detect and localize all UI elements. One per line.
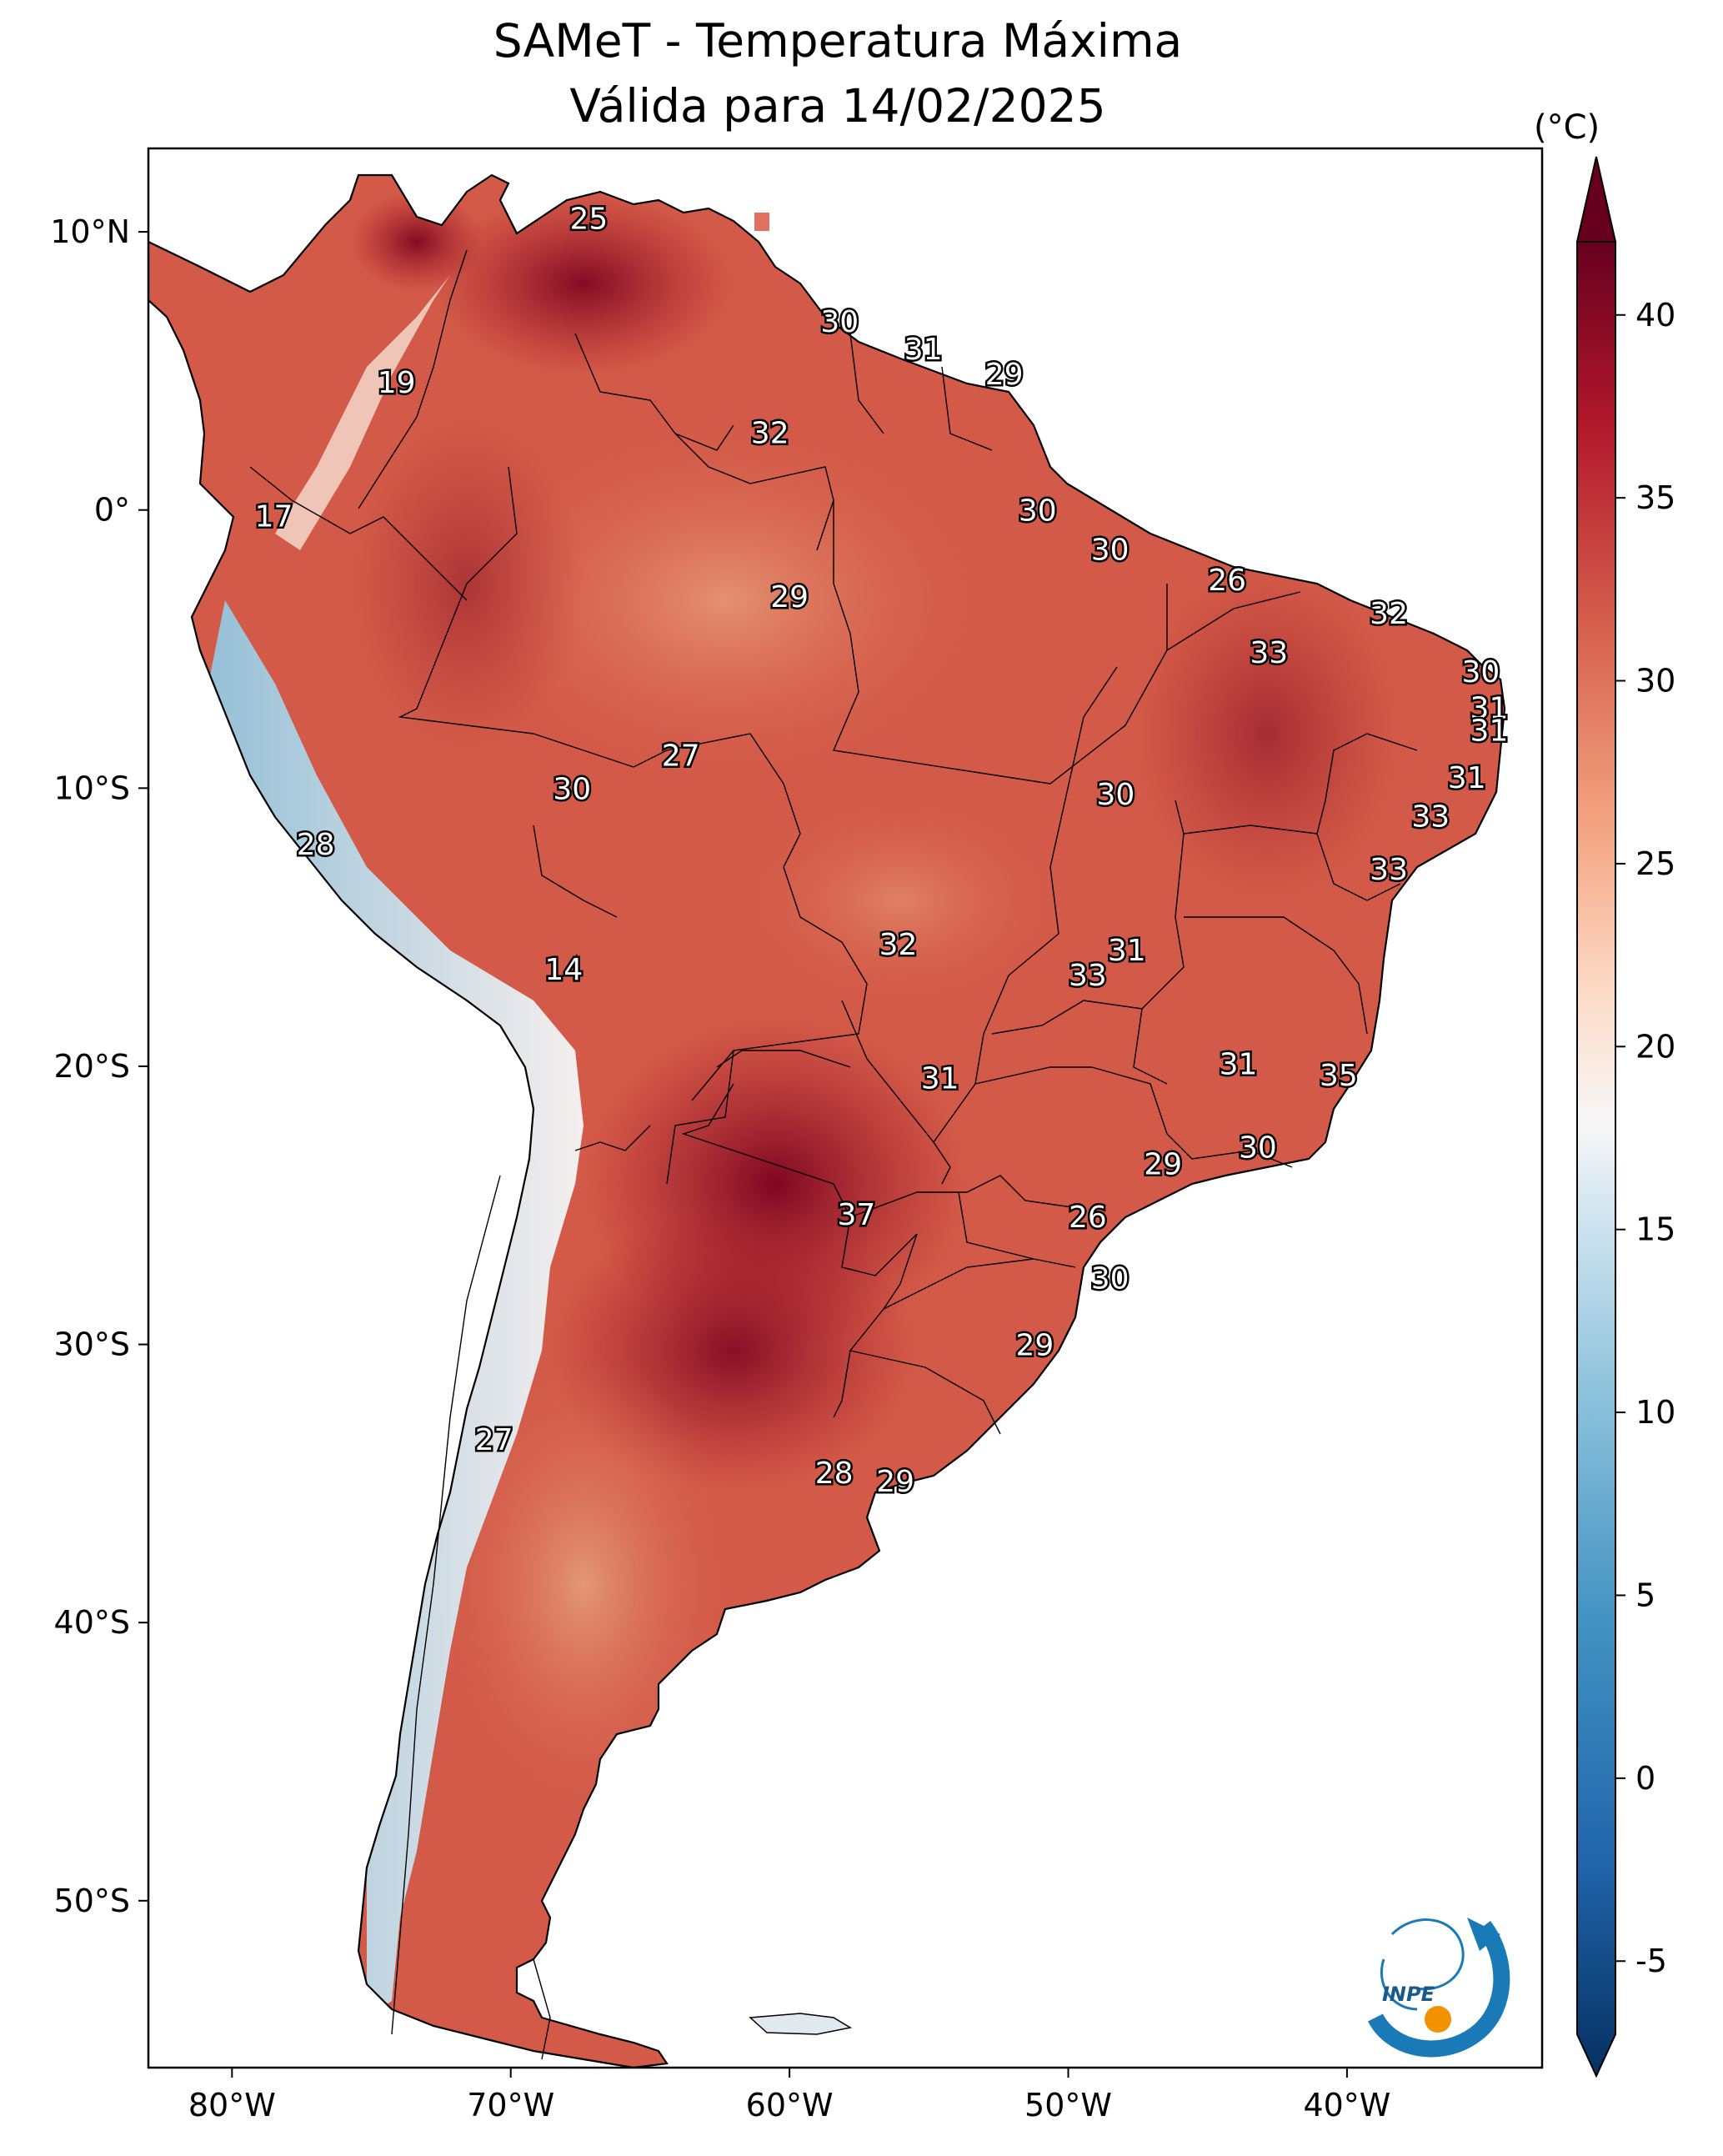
temperature-label: 14 [544,953,583,987]
temperature-label: 28 [297,828,335,862]
y-tick-label: 10°S [54,770,130,806]
x-tick-label: 70°W [467,2087,554,2123]
temperature-label: 29 [876,1465,914,1499]
temperature-label: 33 [1250,636,1288,670]
y-tick-label: 10°N [50,213,130,250]
temperature-label: 32 [751,416,789,450]
inpe-logo-dot [1425,2006,1451,2033]
temperature-label: 31 [1448,761,1486,795]
temperature-label: 30 [1091,1262,1129,1296]
x-tick-label: 60°W [746,2087,834,2123]
temperature-label: 30 [1239,1131,1277,1166]
colorbar-tick-label: 15 [1635,1211,1675,1248]
temperature-label: 30 [1091,533,1129,567]
temperature-label: 32 [1370,597,1408,631]
map-subtitle: Válida para 14/02/2025 [569,79,1106,133]
colorbar-tick-label: 25 [1635,845,1675,882]
colorbar-gradient [1576,241,1616,2078]
temperature-label: 25 [569,202,608,236]
temperature-label: 31 [1220,1048,1258,1082]
y-tick-label: 30°S [54,1326,130,1363]
temperature-label: 29 [1144,1148,1182,1182]
temperature-label: 27 [475,1423,513,1457]
x-axis: 80°W 70°W 60°W 50°W 40°W [188,2068,1390,2123]
colorbar-tick-label: 10 [1635,1394,1675,1431]
temperature-label: 31 [1470,714,1509,748]
colorbar-tick-label: 35 [1635,479,1675,516]
x-tick-label: 40°W [1303,2087,1390,2123]
temperature-label: 30 [820,305,859,339]
temperature-labels: 2519172814273031293230293026333230313131… [253,200,1510,1502]
temperature-label: 33 [1411,800,1450,835]
temperature-label: 32 [879,928,918,962]
colorbar-tick-label: 30 [1635,663,1675,699]
colorbar-tick-label: 40 [1635,297,1675,333]
y-axis: 10°N 0° 10°S 20°S 30°S 40°S 50°S [50,213,148,1919]
temperature-label: 33 [1370,853,1408,887]
colorbar-tick-label: 5 [1635,1577,1655,1613]
temperature-label: 30 [553,772,591,806]
colorbar: 40 35 30 25 20 15 10 5 0 -5 [1575,156,1675,2078]
temperature-label: 31 [1470,692,1509,726]
map-panel [148,148,1542,2068]
temperature-label: 31 [1108,934,1146,968]
temperature-label: 17 [255,499,293,534]
temperature-label: 37 [837,1198,875,1232]
inpe-logo-text: INPE [1382,1983,1435,2006]
temperature-label: 29 [1015,1329,1054,1363]
temperature-label: 28 [815,1457,854,1491]
temperature-label: 26 [1069,1201,1107,1235]
temperature-label: 19 [378,366,416,400]
colorbar-tick-label: -5 [1635,1943,1667,1979]
colorbar-unit: (°C) [1534,108,1600,147]
inpe-logo: INPE [1368,1918,1510,2058]
political-borders [249,249,1418,2060]
map-title: SAMeT - Temperatura Máxima [493,14,1183,68]
map-frame [147,147,1544,2069]
y-tick-label: 50°S [54,1883,130,1919]
temperature-label: 26 [1208,564,1246,598]
temperature-label: 31 [904,333,943,367]
temperature-label: 31 [921,1061,959,1096]
x-tick-label: 80°W [188,2087,276,2123]
x-tick-label: 50°W [1024,2087,1112,2123]
temperature-label: 35 [1320,1059,1358,1093]
colorbar-tick-label: 0 [1635,1760,1655,1797]
colorbar-max-arrow [1575,156,1617,243]
y-tick-label: 20°S [54,1048,130,1085]
y-tick-label: 0° [94,492,130,529]
temperature-label: 27 [662,739,700,773]
temperature-label: 30 [1462,655,1500,689]
temperature-label: 30 [1019,494,1057,529]
temperature-label: 29 [770,580,809,614]
y-tick-label: 40°S [54,1604,130,1641]
temperature-label: 30 [1096,778,1134,812]
temperature-label: 29 [985,358,1024,392]
colorbar-tick-label: 20 [1635,1028,1675,1065]
temperature-label: 33 [1069,959,1107,993]
